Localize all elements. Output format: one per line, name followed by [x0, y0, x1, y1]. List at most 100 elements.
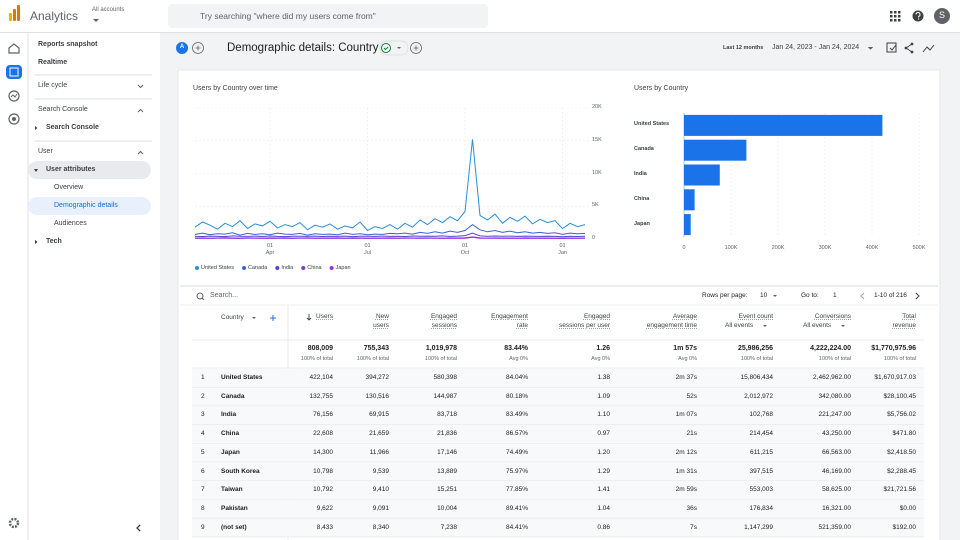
date-range[interactable]: Jan 24, 2023 - Jan 24, 2024 — [772, 44, 860, 51]
nav-item[interactable]: Reports snapshot — [38, 41, 98, 48]
row-country: United States — [221, 374, 263, 381]
y-tick-label: 20K — [592, 104, 602, 110]
row-rank: 7 — [201, 486, 205, 494]
cell: 102,768 — [749, 411, 774, 419]
dropdown-icon — [252, 317, 256, 319]
sort-icon — [306, 314, 312, 321]
x-tick-label: 500K — [912, 245, 926, 251]
bar — [684, 189, 695, 211]
cell: 10,792 — [313, 486, 333, 494]
cell: 214,454 — [749, 430, 774, 438]
cell: 17,146 — [437, 448, 457, 456]
total-value: $1,770,975.96 — [871, 345, 916, 352]
total-note: Avg 0% — [591, 356, 610, 362]
cell: 221,247.00 — [818, 411, 851, 419]
column-header[interactable]: Engaged sessions per user — [559, 313, 610, 329]
cell: 11,966 — [369, 448, 389, 456]
nav-item-active[interactable]: Demographic details — [54, 202, 118, 209]
legend-swatch — [195, 266, 199, 270]
goto-input[interactable]: 1 — [833, 292, 837, 299]
bar — [684, 164, 720, 186]
legend-label: Canada — [248, 264, 268, 271]
cell: 83,718 — [437, 411, 457, 419]
column-header[interactable]: Conversions — [814, 313, 851, 320]
nav-section[interactable]: Life cycle — [38, 82, 68, 89]
cell: 21,836 — [437, 430, 457, 438]
chart-title: Users by Country over time — [193, 85, 278, 92]
table-search[interactable]: Search... — [210, 292, 239, 299]
cell: 1.29 — [597, 467, 610, 475]
cell: 8,433 — [316, 523, 333, 531]
cell: 132,755 — [309, 392, 334, 400]
cell: 0.86 — [597, 523, 610, 531]
cell: 580,398 — [433, 374, 458, 381]
cell: 14,300 — [313, 448, 333, 456]
x-tick-label: 01 Jul — [363, 243, 372, 256]
total-note: 100% of total — [883, 356, 916, 362]
nav-item[interactable]: Tech — [46, 238, 62, 245]
column-filter[interactable]: All events — [803, 322, 832, 329]
date-preset[interactable]: Last 12 months — [723, 45, 764, 51]
row-rank: 8 — [201, 504, 205, 512]
column-header[interactable]: Engagement rate — [491, 313, 528, 329]
legend-swatch — [242, 266, 247, 270]
legend-label: United States — [201, 264, 235, 271]
cell: 16,321.00 — [822, 504, 851, 512]
legend-swatch — [301, 266, 306, 270]
cell: 2m 59s — [675, 486, 697, 494]
column-header[interactable]: Users — [316, 313, 333, 320]
legend-swatch — [329, 266, 334, 270]
column-header[interactable]: New users — [373, 313, 389, 329]
cell: 36s — [686, 504, 697, 512]
series-line — [194, 223, 586, 236]
cell: 1.20 — [597, 448, 610, 456]
bar — [684, 139, 747, 161]
nav-item[interactable]: Realtime — [38, 59, 68, 66]
cell: 22,608 — [313, 430, 333, 438]
x-tick-label: 200K — [771, 245, 785, 251]
total-note: 100% of total — [818, 356, 851, 362]
column-filter[interactable]: All events — [725, 322, 754, 329]
nav-item[interactable]: User attributes — [46, 166, 96, 173]
column-header[interactable]: Engaged sessions — [430, 313, 457, 329]
cell: 76,156 — [313, 411, 333, 419]
row-bg — [192, 443, 924, 463]
column-header[interactable]: Total revenue — [892, 313, 917, 329]
avatar[interactable]: S — [938, 10, 945, 20]
nav-section[interactable]: User — [38, 148, 53, 155]
nav-item[interactable]: Audiences — [54, 220, 87, 227]
total-value: 755,343 — [363, 345, 389, 352]
cell: 58,625.00 — [822, 486, 851, 494]
row-country: Pakistan — [221, 504, 248, 512]
nav-item[interactable]: Overview — [54, 184, 84, 191]
bar — [684, 114, 883, 136]
nav-item[interactable]: Search Console — [46, 124, 99, 131]
total-value: 25,986,256 — [737, 345, 773, 352]
column-header[interactable]: Average engagement time — [646, 313, 697, 329]
row-rank: 6 — [201, 467, 205, 475]
row-country: India — [221, 411, 237, 419]
rows-per-page[interactable]: 10 — [760, 292, 768, 299]
account-picker[interactable]: All accounts — [92, 7, 125, 13]
cell: 8,340 — [372, 523, 389, 531]
cell: 1.04 — [597, 504, 610, 512]
nav-section[interactable]: Search Console — [38, 106, 88, 113]
cell: 9,410 — [372, 486, 389, 494]
total-note: Avg 0% — [678, 356, 697, 362]
comparison-badge[interactable]: A — [179, 44, 185, 50]
cell: 80.18% — [505, 392, 528, 400]
cell: 74.49% — [505, 448, 528, 456]
chart-title: Users by Country — [634, 85, 689, 92]
cell: 9,622 — [316, 504, 333, 512]
series-line — [194, 232, 586, 238]
cell: 1.41 — [597, 486, 610, 494]
cell: $1,670,917.03 — [874, 374, 916, 381]
row-bg — [192, 406, 924, 425]
row-rank: 9 — [201, 523, 205, 531]
cell: 21s — [686, 430, 697, 438]
column-header[interactable]: Event count — [738, 313, 773, 320]
search-box[interactable] — [168, 4, 488, 28]
row-bg — [192, 462, 924, 481]
